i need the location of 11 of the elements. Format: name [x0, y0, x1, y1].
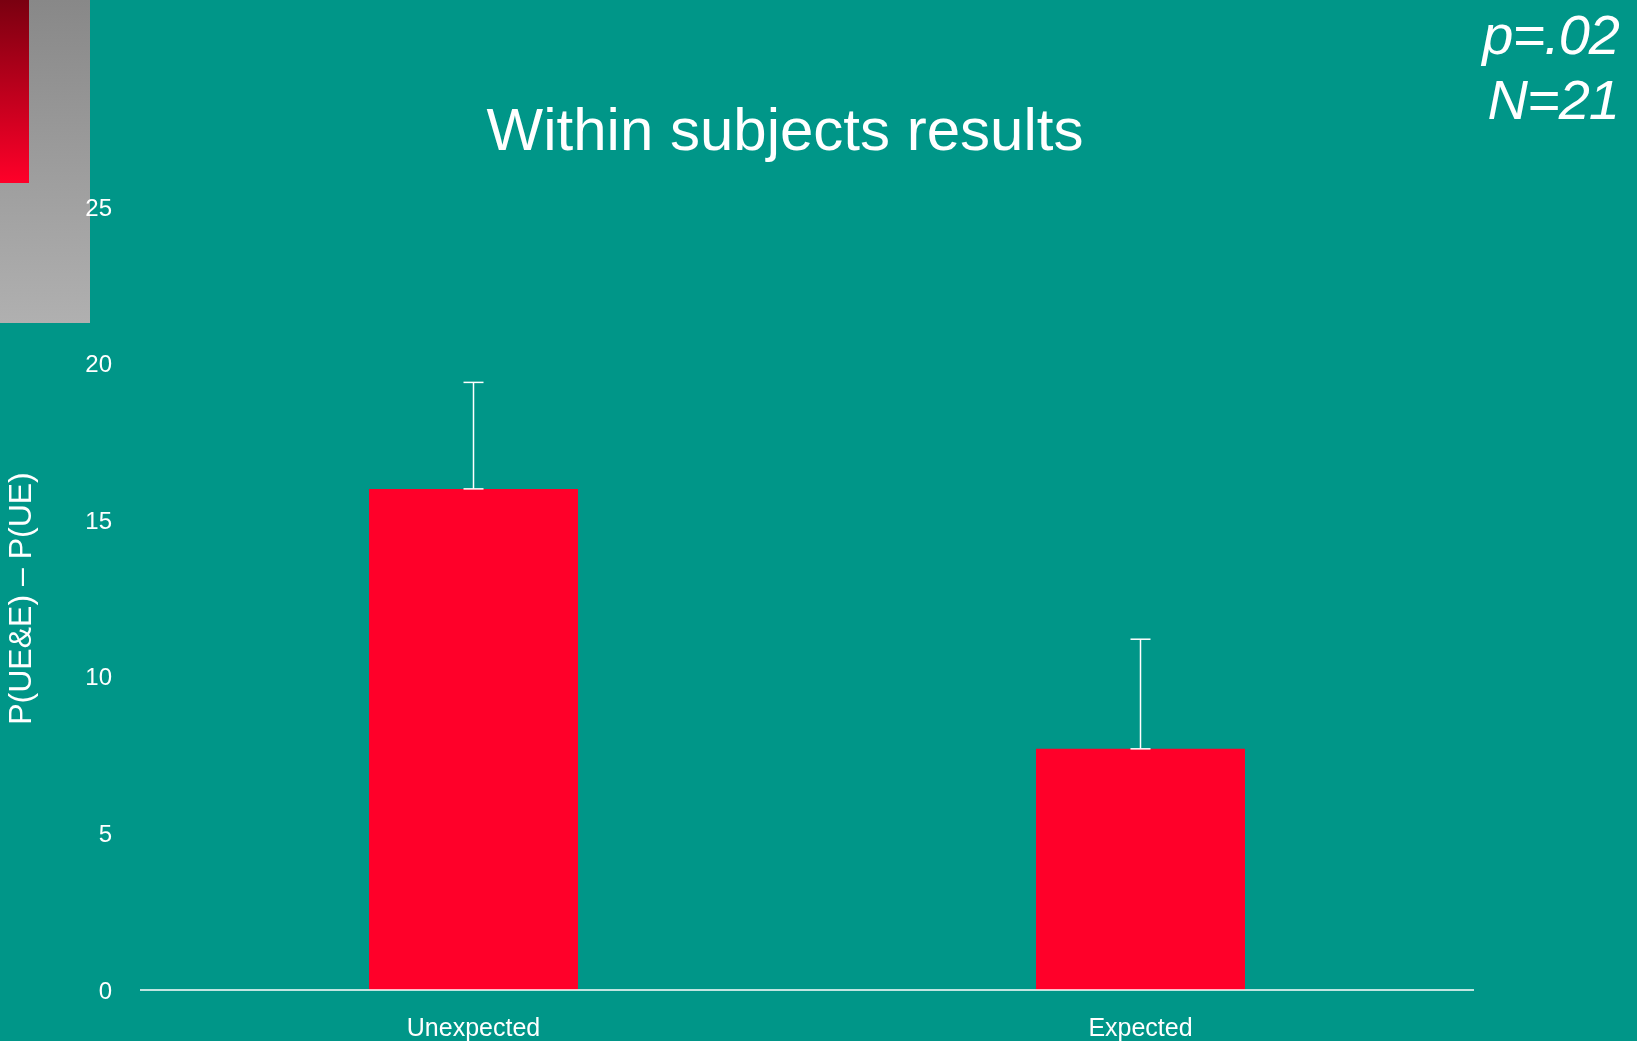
y-tick-label: 20	[85, 350, 112, 378]
chart-title: Within subjects results	[486, 96, 1084, 163]
x-tick-label: Expected	[1088, 1012, 1193, 1041]
y-tick-label: 0	[98, 976, 112, 1004]
text: p=.02	[1482, 2, 1619, 67]
text: N=21	[1487, 67, 1619, 132]
y-tick-label: 5	[98, 819, 112, 847]
x-tick-label: Unexpected	[406, 1012, 541, 1041]
y-tick-label: 10	[85, 663, 112, 691]
y-axis-title: P(UE&E) – P(UE)	[2, 472, 39, 725]
y-tick-label: 15	[85, 506, 112, 534]
